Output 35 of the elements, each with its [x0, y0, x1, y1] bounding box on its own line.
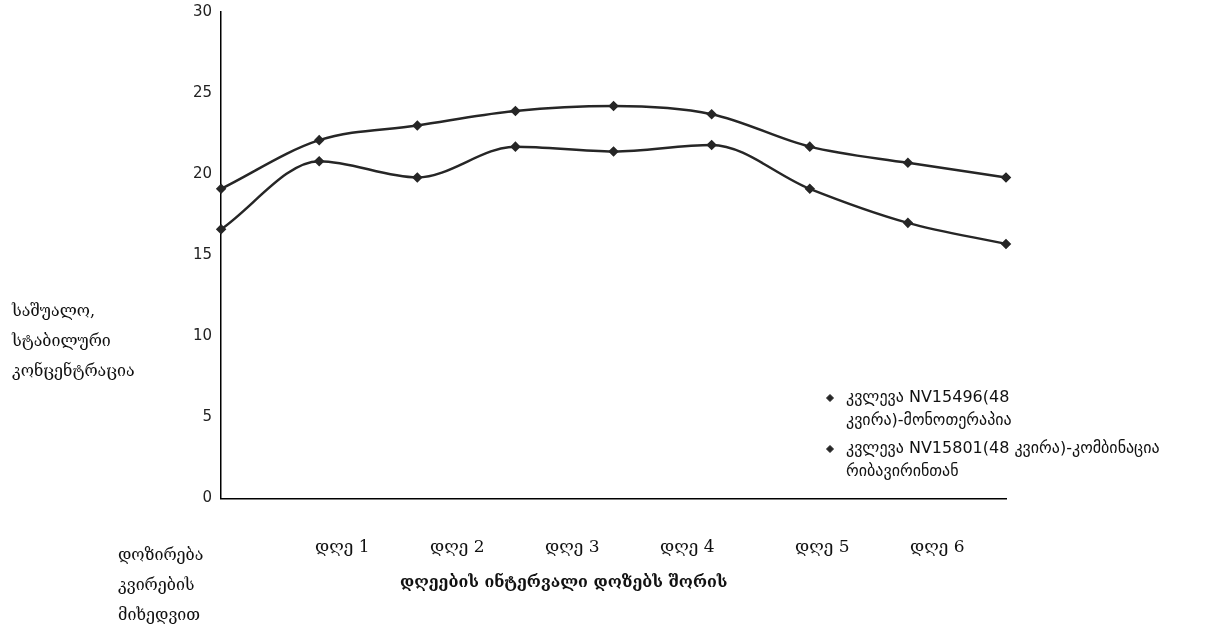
point [608, 101, 619, 111]
legend-label: კვლევა NV15801(48 კვირა)-კომბინაცია რიბავირინთან [846, 438, 1160, 481]
point [706, 109, 717, 119]
point [1001, 172, 1011, 183]
point [412, 172, 423, 183]
y-tick-label: 20 [192, 164, 213, 183]
point [1001, 239, 1011, 249]
text: დღე 6 [910, 536, 965, 556]
point [314, 156, 324, 166]
point [216, 224, 226, 235]
y-tick-label: 15 [192, 245, 213, 264]
y-tick-label: 30 [192, 1, 213, 20]
x-axis-title: დღეების ინტერვალი დოზებს შორის [400, 572, 728, 591]
point [608, 146, 619, 157]
y-axis-title: საშუალო, სტაბილური კონცენტრაცია [12, 300, 136, 382]
text: დღე 2 [430, 536, 485, 556]
point [412, 120, 423, 131]
point [314, 135, 324, 145]
text: დოზირება კვირების მიხედვით [118, 544, 205, 626]
point [510, 141, 521, 152]
point [805, 184, 815, 194]
point [805, 141, 815, 152]
y-tick-label: 5 [202, 407, 213, 426]
point [510, 106, 521, 116]
point [903, 218, 913, 228]
y-tick-label: 25 [192, 82, 213, 101]
y-tick-label: 10 [192, 326, 213, 345]
text: დღე 4 [660, 536, 715, 556]
point [216, 184, 226, 194]
text: დღე 5 [795, 536, 850, 556]
text: დღე 3 [545, 536, 600, 556]
text: დღე 1 [315, 536, 370, 556]
y-tick-label: 0 [202, 488, 213, 507]
point [706, 140, 717, 150]
point [903, 158, 913, 168]
